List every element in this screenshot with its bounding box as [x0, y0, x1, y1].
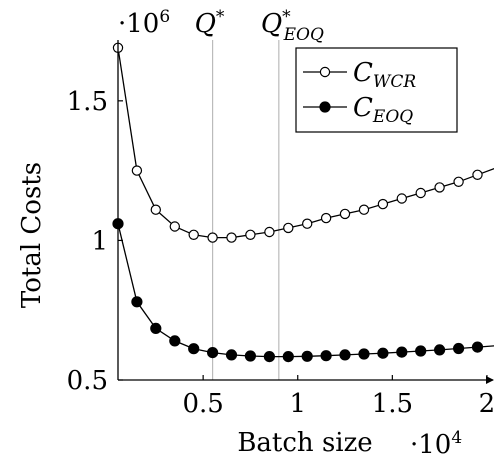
point-wcr-9 — [283, 222, 294, 234]
point-eoq-7 — [244, 350, 256, 362]
point-wcr-5 — [207, 232, 218, 243]
x-tick-label-3: 2 — [479, 389, 494, 419]
point-eoq-1 — [131, 296, 143, 308]
point-eoq-13 — [358, 348, 370, 360]
point-eoq-15 — [396, 346, 408, 358]
point-eoq-11 — [320, 350, 332, 362]
legend-marker-eoq — [319, 101, 331, 113]
point-wcr-16 — [415, 187, 426, 199]
point-wcr-3 — [169, 221, 180, 232]
reference-lines: Q* Q* EOQ — [195, 7, 324, 380]
point-eoq-9 — [282, 351, 294, 363]
point-eoq-17 — [434, 344, 446, 356]
point-eoq-8 — [263, 351, 275, 363]
legend-entry-wcr: CWCR — [303, 58, 416, 92]
point-wcr-8 — [264, 226, 275, 238]
point-eoq-3 — [169, 335, 181, 347]
point-eoq-14 — [377, 347, 389, 359]
point-eoq-4 — [188, 343, 200, 355]
point-wcr-11 — [320, 212, 332, 224]
point-eoq-12 — [339, 349, 351, 361]
y-tick-label-0: 0.5 — [67, 366, 108, 396]
y-tick-label-1: 1 — [91, 226, 108, 256]
point-wcr-7 — [245, 229, 256, 240]
point-eoq-6 — [225, 349, 238, 361]
point-wcr-19 — [472, 169, 483, 180]
y-multiplier: ·106 — [118, 7, 170, 39]
point-eoq-2 — [150, 322, 162, 334]
point-wcr-2 — [150, 204, 161, 215]
x-axis-arrow — [486, 376, 494, 384]
point-eoq-19 — [471, 341, 484, 353]
legend-label-wcr: CWCR — [353, 58, 416, 92]
point-wcr-18 — [453, 176, 464, 187]
point-wcr-10 — [302, 218, 313, 229]
point-wcr-13 — [358, 204, 370, 215]
point-wcr-17 — [434, 182, 445, 193]
point-wcr-15 — [396, 193, 407, 204]
point-wcr-6 — [226, 232, 237, 243]
point-wcr-12 — [339, 208, 351, 220]
x-tick-label-2: 1.5 — [372, 389, 413, 419]
ticks: 0.5 1 1.5 2 0.5 1 1.5 — [67, 87, 494, 419]
x-tick-label-0: 0.5 — [182, 389, 223, 419]
legend: CWCR CEOQ — [295, 47, 458, 133]
axes — [117, 40, 494, 384]
series-eoq — [112, 218, 494, 363]
point-wcr-4 — [188, 229, 199, 240]
x-multiplier: ·104 — [410, 428, 462, 460]
legend-entry-eoq: CEOQ — [303, 93, 413, 127]
y-axis-label: Total Costs — [17, 162, 47, 308]
point-eoq-18 — [453, 342, 465, 355]
point-eoq-16 — [415, 345, 427, 357]
legend-marker-wcr — [319, 66, 331, 78]
x-axis-label: Batch size — [237, 428, 372, 458]
point-eoq-10 — [301, 350, 313, 362]
legend-box — [295, 47, 458, 133]
x-tick-label-1: 1 — [289, 389, 306, 419]
point-wcr-1 — [131, 165, 143, 176]
y-tick-label-2: 1.5 — [67, 87, 108, 117]
legend-label-eoq: CEOQ — [353, 93, 413, 127]
series-layer — [112, 42, 494, 363]
point-eoq-5 — [207, 347, 219, 359]
reference-label-1: Q* EOQ — [261, 7, 324, 45]
reference-label-0: Q* — [195, 7, 225, 39]
point-wcr-14 — [377, 198, 389, 210]
